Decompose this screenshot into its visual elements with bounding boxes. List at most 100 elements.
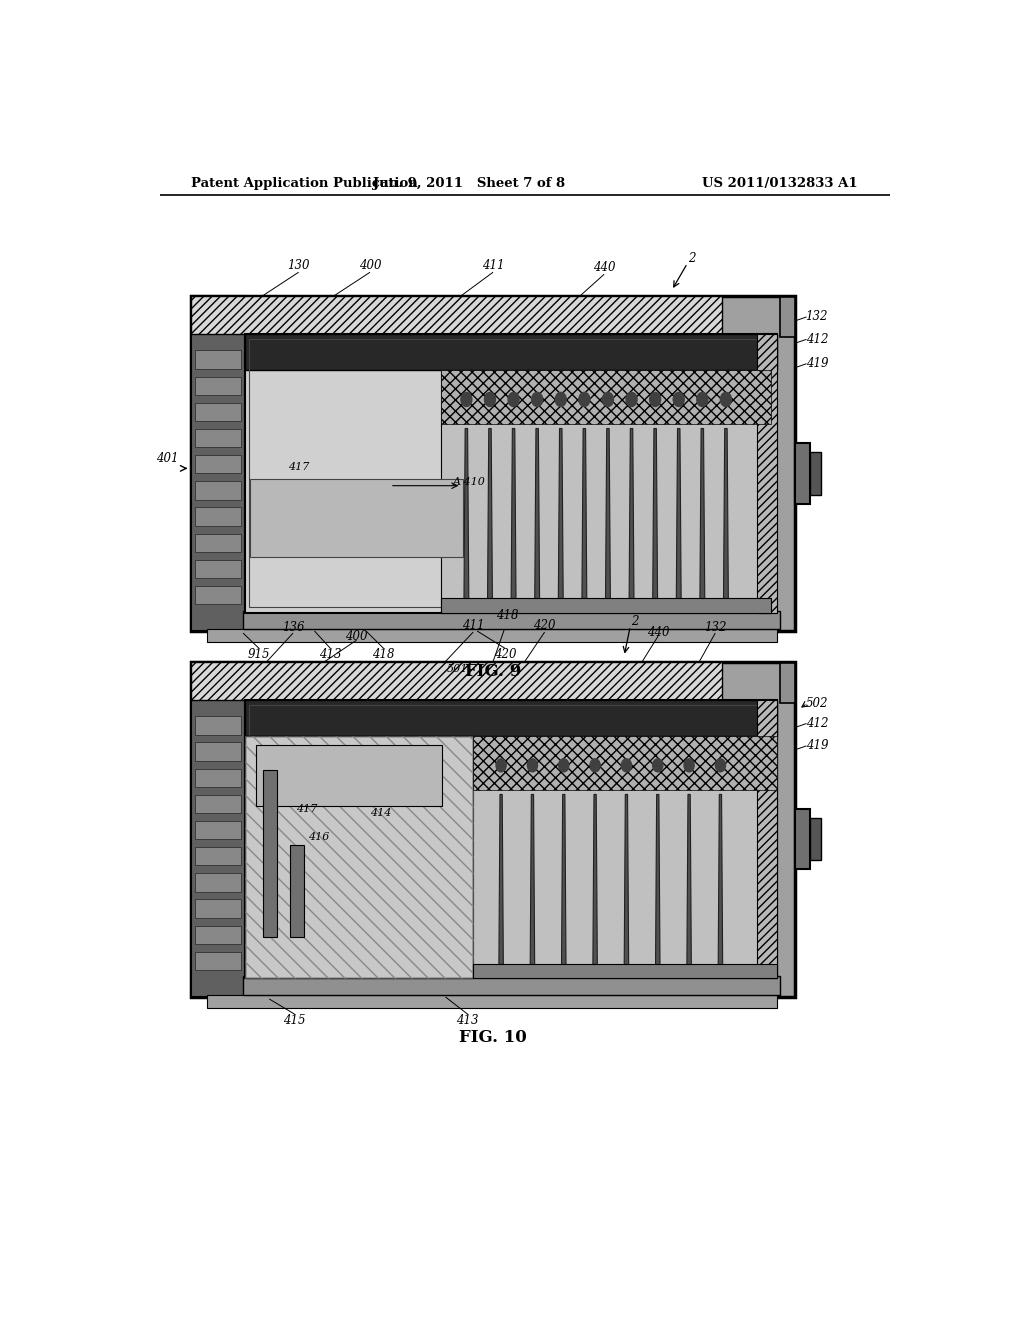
Polygon shape xyxy=(558,429,563,603)
Bar xyxy=(191,661,245,997)
Bar xyxy=(245,334,776,612)
Circle shape xyxy=(696,392,708,407)
Polygon shape xyxy=(464,429,469,603)
Circle shape xyxy=(496,759,506,772)
Bar xyxy=(473,737,776,978)
Bar xyxy=(196,795,241,813)
Bar xyxy=(196,821,241,840)
Polygon shape xyxy=(724,429,728,603)
Bar xyxy=(245,737,473,978)
Bar xyxy=(191,296,245,631)
Circle shape xyxy=(602,392,613,407)
Text: 130: 130 xyxy=(288,259,310,272)
Bar xyxy=(249,339,772,607)
Circle shape xyxy=(531,392,543,407)
Bar xyxy=(757,700,776,978)
Polygon shape xyxy=(676,429,681,603)
Text: A 410: A 410 xyxy=(453,477,485,487)
Text: Patent Application Publication: Patent Application Publication xyxy=(191,177,418,190)
Text: 417: 417 xyxy=(288,462,309,473)
Bar xyxy=(196,429,241,447)
Text: 915: 915 xyxy=(248,648,270,661)
Bar xyxy=(757,334,776,612)
Polygon shape xyxy=(535,429,540,603)
Bar xyxy=(810,818,820,861)
Circle shape xyxy=(626,392,637,407)
Text: 132: 132 xyxy=(705,622,726,635)
Text: 416: 416 xyxy=(308,833,329,842)
Text: US 2011/0132833 A1: US 2011/0132833 A1 xyxy=(702,177,858,190)
Text: 400: 400 xyxy=(345,630,368,643)
Bar xyxy=(243,611,779,630)
Polygon shape xyxy=(655,795,660,969)
Bar xyxy=(208,630,776,643)
Bar xyxy=(196,533,241,552)
Circle shape xyxy=(508,392,519,407)
Bar xyxy=(196,899,241,917)
Bar xyxy=(191,296,795,631)
Bar xyxy=(196,376,241,395)
Bar xyxy=(245,737,473,978)
Bar xyxy=(473,737,776,789)
Text: 412: 412 xyxy=(806,333,828,346)
Bar xyxy=(263,770,276,937)
Text: 502: 502 xyxy=(806,697,828,710)
Text: 417: 417 xyxy=(296,804,317,814)
Polygon shape xyxy=(629,429,634,603)
Text: 2: 2 xyxy=(688,252,695,264)
Bar xyxy=(473,964,776,978)
Bar xyxy=(249,705,772,973)
Circle shape xyxy=(684,759,694,772)
Polygon shape xyxy=(499,795,504,969)
Circle shape xyxy=(721,392,731,407)
Polygon shape xyxy=(605,429,610,603)
Bar xyxy=(245,700,776,978)
Bar xyxy=(779,663,795,702)
Text: 412: 412 xyxy=(806,717,828,730)
Circle shape xyxy=(527,759,538,772)
Circle shape xyxy=(649,392,660,407)
Text: 411: 411 xyxy=(482,259,504,272)
Text: FIG. 10: FIG. 10 xyxy=(459,1030,527,1045)
Text: 420: 420 xyxy=(494,648,516,661)
Polygon shape xyxy=(687,795,691,969)
Polygon shape xyxy=(582,429,587,603)
Text: 400: 400 xyxy=(358,259,381,272)
Bar xyxy=(196,925,241,944)
Text: 413: 413 xyxy=(319,648,342,661)
Text: 2: 2 xyxy=(631,615,638,628)
Polygon shape xyxy=(699,429,705,603)
Bar xyxy=(256,744,442,807)
Circle shape xyxy=(652,759,663,772)
Bar xyxy=(196,847,241,866)
Text: 414: 414 xyxy=(370,808,391,818)
Bar xyxy=(196,455,241,474)
Circle shape xyxy=(579,392,590,407)
Text: 418: 418 xyxy=(373,648,395,661)
Circle shape xyxy=(559,759,569,772)
Text: 136: 136 xyxy=(282,622,304,635)
Circle shape xyxy=(673,392,684,407)
Text: 501: 501 xyxy=(446,664,468,673)
Bar xyxy=(779,297,795,337)
Bar xyxy=(196,507,241,525)
Bar xyxy=(196,952,241,970)
Circle shape xyxy=(555,392,566,407)
Bar xyxy=(191,296,722,334)
Bar xyxy=(810,453,820,495)
Text: 415: 415 xyxy=(284,1014,306,1027)
Bar xyxy=(441,371,771,612)
Text: 419: 419 xyxy=(806,739,828,752)
Polygon shape xyxy=(511,429,516,603)
Text: 440: 440 xyxy=(593,260,615,273)
Bar xyxy=(795,444,810,503)
Bar xyxy=(441,598,771,612)
Bar xyxy=(196,742,241,760)
Bar xyxy=(196,482,241,499)
Bar xyxy=(196,717,241,735)
Bar xyxy=(191,661,795,997)
Polygon shape xyxy=(530,795,535,969)
Bar xyxy=(196,586,241,605)
Bar xyxy=(245,334,776,371)
Bar xyxy=(795,809,810,870)
